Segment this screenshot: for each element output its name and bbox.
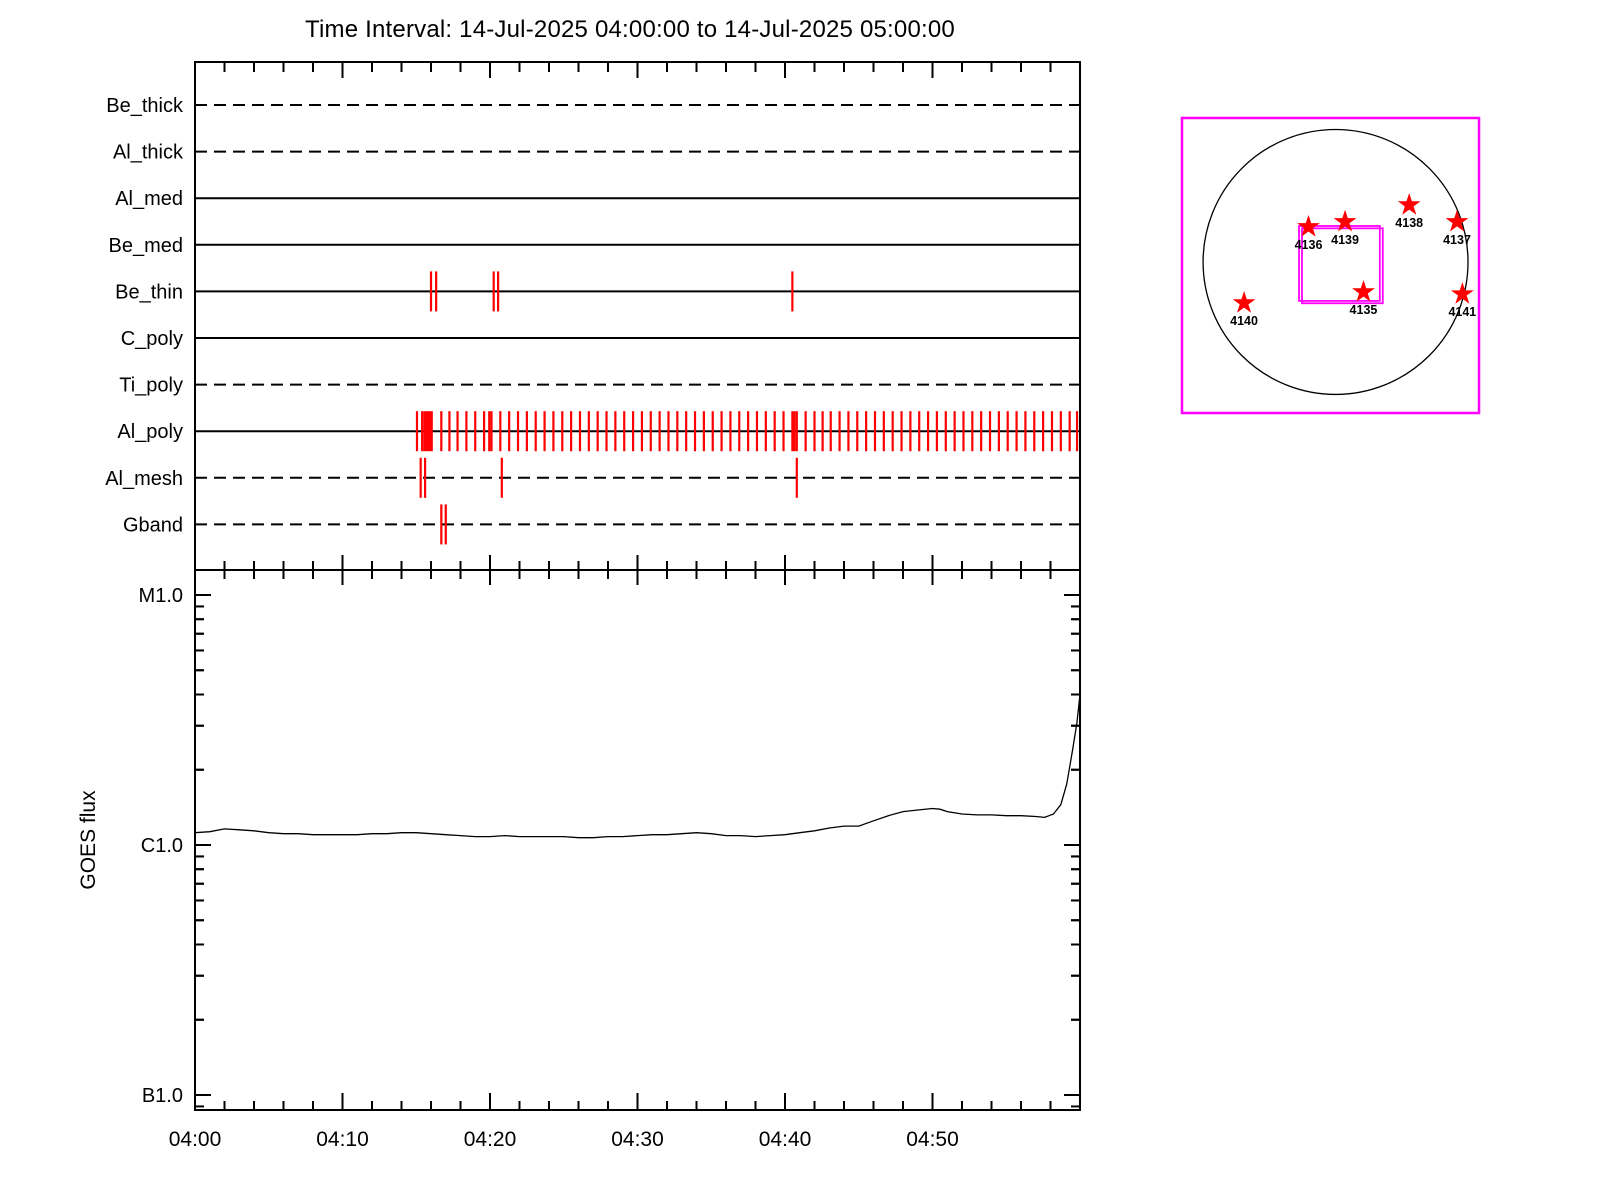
active-region-label: 4136 (1295, 238, 1323, 252)
filter-row-label: C_poly (121, 328, 183, 350)
active-region-star-icon (1232, 291, 1256, 313)
active-region-star-icon (1333, 209, 1357, 232)
solar-disk-map: 4135 4136 4137 4138 4139 4140 4141 (1180, 116, 1481, 415)
filter-row-Be_med: Be_med (109, 235, 1080, 257)
active-region-4141: 4141 (1448, 282, 1476, 319)
goes-y-label: M1.0 (139, 585, 183, 607)
solar-frame (1180, 116, 1481, 415)
active-region-4139: 4139 (1331, 209, 1359, 247)
filter-row-Be_thin: Be_thin (115, 271, 1080, 312)
active-region-star-icon (1451, 282, 1474, 304)
filter-row-Be_thick: Be_thick (106, 95, 1080, 117)
filter-panel-frame (194, 61, 1081, 571)
time-axis-ticks (194, 62, 1081, 585)
fov-box (1298, 225, 1381, 302)
filter-row-Al_mesh: Al_mesh (105, 457, 1080, 498)
page-title: Time Interval: 14-Jul-2025 04:00:00 to 1… (305, 16, 955, 43)
filter-row-Al_thick: Al_thick (113, 142, 1080, 164)
goes-y-ticks (195, 594, 1080, 1108)
x-axis-label: 04:10 (316, 1128, 369, 1151)
goes-flux-panel: 04:00 04:10 04:20 04:30 04:40 04:50 M1.0 C1.0 B1… (77, 569, 1081, 1151)
active-region-label: 4138 (1395, 216, 1423, 230)
goes-y-label: C1.0 (141, 835, 183, 857)
x-axis-label: 04:40 (759, 1128, 812, 1151)
filter-row-label: Al_poly (117, 421, 183, 443)
filter-row-Gband: Gband (123, 504, 1080, 545)
filter-row-label: Al_mesh (105, 468, 183, 490)
filter-row-Al_poly: Al_poly (117, 411, 1080, 452)
active-region-star-icon (1445, 209, 1469, 232)
active-region-label: 4141 (1448, 305, 1476, 319)
active-region-4137: 4137 (1443, 209, 1471, 247)
x-axis-label: 04:30 (611, 1128, 664, 1151)
filter-row-label: Al_thick (113, 142, 184, 164)
active-region-4136: 4136 (1295, 214, 1323, 252)
x-axis-label: 04:20 (464, 1128, 517, 1151)
active-region-label: 4137 (1443, 233, 1471, 247)
goes-flux-curve (194, 694, 1081, 839)
filter-timeline-panel: Be_thick Al_thick Al_med Be_med Be_thin C_pol… (105, 61, 1081, 585)
filter-row-Ti_poly: Ti_poly (119, 375, 1080, 397)
active-region-label: 4140 (1230, 314, 1258, 328)
active-region-star-icon (1297, 214, 1320, 237)
active-region-4135: 4135 (1350, 280, 1378, 317)
x-axis-label: 04:50 (906, 1128, 959, 1151)
active-region-star-icon (1397, 193, 1421, 215)
solar-limb-circle (1202, 128, 1469, 396)
goes-panel-frame (194, 569, 1081, 1111)
filter-row-label: Al_med (115, 188, 183, 210)
filter-row-label: Be_thin (115, 281, 183, 303)
active-region-label: 4139 (1331, 233, 1359, 247)
filter-row-label: Be_med (109, 235, 184, 257)
active-region-label: 4135 (1350, 303, 1378, 317)
x-axis-label: 04:00 (169, 1128, 222, 1151)
goes-axis-title: GOES flux (77, 790, 100, 890)
filter-row-Al_med: Al_med (115, 188, 1080, 210)
goes-y-label: B1.0 (142, 1085, 183, 1107)
filter-row-label: Be_thick (106, 95, 184, 117)
filter-row-C_poly: C_poly (121, 328, 1080, 350)
active-region-star-icon (1352, 280, 1375, 302)
filter-row-label: Ti_poly (119, 375, 183, 397)
active-region-4140: 4140 (1230, 291, 1258, 328)
filter-row-label: Gband (123, 514, 183, 536)
active-region-4138: 4138 (1395, 193, 1423, 230)
